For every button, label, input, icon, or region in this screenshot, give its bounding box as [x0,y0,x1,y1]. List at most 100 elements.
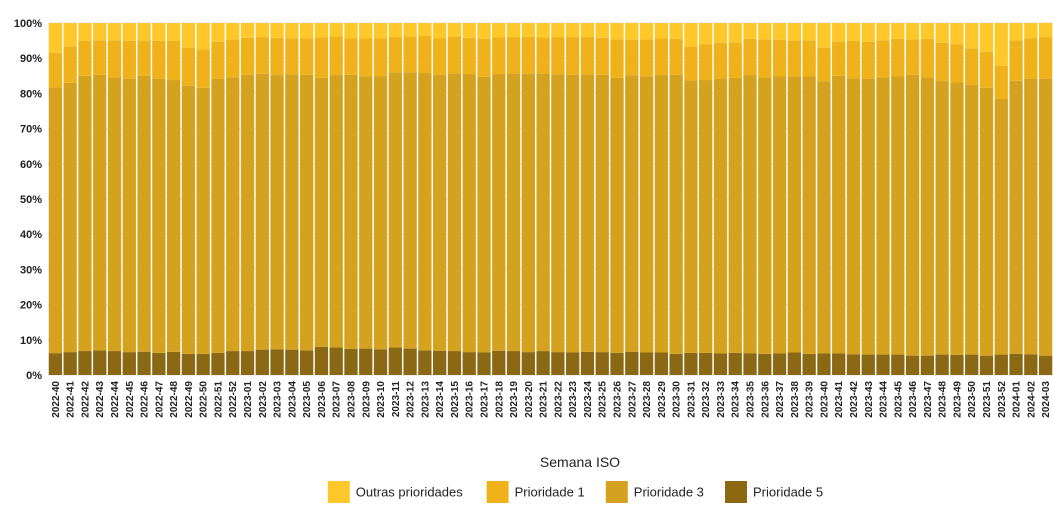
bar-segment-prioridade-5 [107,351,122,375]
bar-segment-prioridade-3 [743,75,757,354]
bar-segment-outras-prioridades [122,23,136,41]
y-tick-label: 40% [20,229,42,241]
bar-segment-prioridade-1 [359,38,373,77]
bar-segment-prioridade-5 [950,354,964,375]
x-tick-label: 2023-35 [746,381,757,418]
bar-segment-prioridade-1 [713,42,728,79]
bar-segment-prioridade-1 [240,37,255,75]
bar-segment-prioridade-5 [861,354,875,375]
bar-segment-prioridade-1 [373,38,388,77]
bar-segment-prioridade-5 [521,352,535,375]
bar-segment-outras-prioridades [684,23,698,47]
bar-segment-outras-prioridades [403,23,417,37]
bar-segment-prioridade-5 [1009,353,1023,375]
x-tick-label: 2023-28 [642,381,653,418]
bar-segment-prioridade-5 [285,349,299,375]
bar-segment-prioridade-3 [93,74,107,351]
x-tick-label: 2023-07 [332,381,343,418]
bar-segment-prioridade-3 [654,75,668,353]
bar-segment-prioridade-3 [994,99,1008,355]
bar-segment-prioridade-3 [359,76,373,349]
bar-segment-prioridade-5 [152,352,166,375]
x-tick-label: 2023-31 [686,381,697,418]
bar-segment-prioridade-1 [580,37,595,75]
legend-swatch [486,481,509,503]
bar-segment-prioridade-1 [876,40,890,78]
bar-segment-prioridade-3 [1009,80,1023,354]
legend-label: Prioridade 3 [634,485,704,500]
bar-segment-prioridade-3 [492,74,506,351]
x-tick-label: 2023-52 [997,381,1008,418]
bar-segment-prioridade-5 [876,354,890,375]
bar-segment-prioridade-5 [713,353,728,375]
x-tick-label: 2022-50 [199,381,210,418]
x-tick-label: 2023-44 [879,381,890,418]
bar-segment-prioridade-3 [388,72,402,348]
x-tick-label: 2023-13 [420,381,431,418]
bar-segment-prioridade-5 [373,349,388,375]
bar-segment-outras-prioridades [285,23,299,39]
legend: Outras prioridades Prioridade 1 Prioridade… [327,481,823,503]
x-tick-label: 2023-14 [435,381,446,418]
bar-segment-prioridade-1 [787,40,802,77]
x-tick-label: 2022-45 [125,381,136,418]
bar-segment-outras-prioridades [152,23,166,41]
bar-segment-prioridade-1 [447,36,462,74]
bar-segment-prioridade-5 [891,354,905,375]
x-tick-label: 2023-47 [923,381,934,418]
y-tick-label: 30% [20,264,42,276]
bar-segment-prioridade-3 [462,74,476,353]
bar-segment-prioridade-5 [492,350,506,375]
bar-segment-prioridade-5 [388,347,402,375]
bar-segment-outras-prioridades [595,23,609,38]
bar-segment-prioridade-3 [240,74,255,352]
x-tick-label: 2023-04 [287,381,298,418]
y-tick-label: 70% [20,124,42,136]
bar-segment-outras-prioridades [521,23,535,37]
bar-segment-outras-prioridades [1009,23,1023,41]
x-tick-label: 2022-47 [154,381,165,418]
x-tick-label: 2023-16 [465,381,476,418]
bar-segment-outras-prioridades [935,23,949,43]
bar-segment-prioridade-3 [373,76,388,350]
x-tick-label: 2023-17 [479,381,490,418]
bar-segment-outras-prioridades [846,23,861,41]
bar-segment-prioridade-1 [388,37,402,73]
x-tick-label: 2023-36 [760,381,771,418]
bar-segment-prioridade-5 [758,353,772,375]
bar-segment-prioridade-5 [699,352,713,375]
bar-segment-prioridade-5 [1024,354,1038,375]
bar-segment-prioridade-1 [270,37,284,76]
x-tick-label: 2022-40 [51,381,62,418]
x-tick-label: 2023-02 [258,381,269,418]
x-tick-label: 2023-10 [376,381,387,418]
bar-segment-prioridade-5 [344,348,358,375]
bar-segment-outras-prioridades [344,23,358,39]
bar-segment-prioridade-1 [891,38,905,77]
y-tick-label: 90% [20,53,42,65]
bar-segment-prioridade-1 [654,38,668,76]
bar-segment-prioridade-1 [344,38,358,75]
bar-segment-prioridade-3 [699,80,713,353]
bar-segment-prioridade-1 [107,40,122,78]
bar-segment-prioridade-1 [595,37,609,75]
bar-segment-prioridade-3 [137,75,151,352]
bar-segment-outras-prioridades [78,23,92,41]
y-tick-label: 60% [20,159,42,171]
x-tick-label: 2023-33 [716,381,727,418]
bar-segment-prioridade-3 [846,78,861,355]
bar-segment-prioridade-1 [817,47,831,82]
x-tick-label: 2023-34 [731,381,742,418]
x-tick-label: 2023-38 [790,381,801,418]
bar-segment-outras-prioridades [506,23,521,38]
bar-segment-prioridade-3 [226,77,240,352]
y-tick-label: 50% [20,194,42,206]
bar-segment-prioridade-3 [63,82,77,353]
bar-segment-prioridade-5 [595,352,609,375]
bar-segment-prioridade-3 [787,76,802,353]
legend-swatch [605,481,628,503]
x-tick-label: 2022-42 [80,381,91,418]
bar-segment-prioridade-1 [758,39,772,78]
x-tick-label: 2023-15 [450,381,461,418]
bar-segment-prioridade-3 [817,81,831,354]
